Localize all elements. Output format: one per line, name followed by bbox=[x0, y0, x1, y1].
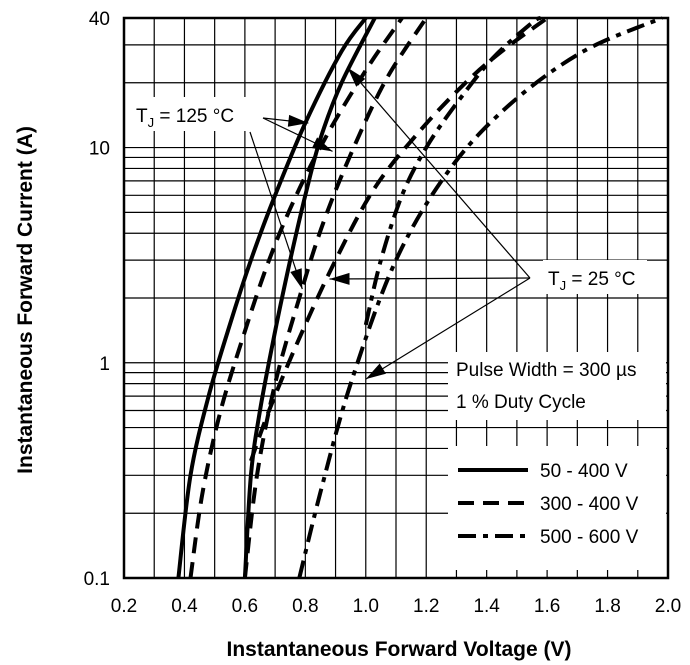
curve-solid bbox=[242, 17, 377, 579]
curve-dashed bbox=[249, 16, 549, 462]
legend-label: 50 - 400 V bbox=[540, 461, 628, 482]
curve-dash-dot bbox=[363, 16, 543, 326]
annotation-boxes bbox=[132, 97, 666, 570]
tj125-label: TJ = 125 °C bbox=[136, 106, 234, 130]
x-axis-ticks: 0.2 0.4 0.6 0.8 1.0 1.2 1.4 1.6 1.8 2.0 bbox=[111, 596, 681, 617]
x-tick-label: 1.4 bbox=[473, 596, 500, 617]
y-tick-label: 10 bbox=[89, 139, 110, 160]
tj125-arrow-3-head bbox=[290, 268, 303, 290]
curve-dashed bbox=[188, 16, 404, 579]
x-tick-label: 1.6 bbox=[534, 596, 560, 617]
tj125-arrow-3 bbox=[249, 131, 303, 290]
x-tick-label: 0.6 bbox=[232, 596, 258, 617]
tj25-label: TJ = 25 °C bbox=[548, 269, 636, 293]
curve-dashed bbox=[242, 16, 428, 579]
y-axis-ticks: 0.1 1 10 40 bbox=[84, 9, 110, 590]
tj25-arrow-1 bbox=[347, 67, 531, 279]
tj25-arrow-2-head bbox=[329, 272, 350, 285]
duty-cycle-label: 1 % Duty Cycle bbox=[456, 392, 586, 413]
x-tick-label: 1.8 bbox=[594, 596, 620, 617]
tj125-arrow-2-head bbox=[311, 137, 333, 152]
curve-dash-dot bbox=[297, 16, 663, 579]
y-tick-label: 0.1 bbox=[84, 569, 110, 590]
x-tick-label: 0.2 bbox=[111, 596, 137, 617]
pulse-width-label: Pulse Width = 300 µs bbox=[456, 360, 636, 381]
y-tick-label: 1 bbox=[99, 354, 110, 375]
legend-label: 300 - 400 V bbox=[540, 494, 639, 515]
x-axis-title: Instantaneous Forward Voltage (V) bbox=[227, 638, 572, 661]
tj25-label-box bbox=[543, 260, 647, 294]
curve-solid bbox=[176, 16, 368, 579]
arrows bbox=[249, 67, 531, 380]
x-tick-label: 1.0 bbox=[353, 596, 379, 617]
tj125-label-box bbox=[132, 97, 262, 131]
x-tick-label: 1.2 bbox=[413, 596, 439, 617]
y-axis-title: Instantaneous Forward Current (A) bbox=[14, 126, 37, 474]
legend-box bbox=[448, 446, 666, 570]
legend-label: 500 - 600 V bbox=[540, 527, 639, 548]
x-tick-label: 0.4 bbox=[171, 596, 198, 617]
x-tick-label: 2.0 bbox=[655, 596, 681, 617]
plot-frame bbox=[122, 16, 670, 580]
legend: 50 - 400 V 300 - 400 V 500 - 600 V bbox=[458, 461, 639, 548]
curves bbox=[176, 16, 663, 579]
tj25-arrow-2 bbox=[329, 277, 531, 280]
x-tick-label: 0.8 bbox=[292, 596, 318, 617]
tj125-arrow-1-head bbox=[287, 114, 309, 127]
tj25-arrow-3 bbox=[365, 277, 531, 380]
tj25-arrow-1-head bbox=[347, 67, 366, 87]
pulse-info-box bbox=[448, 352, 666, 420]
y-tick-label: 40 bbox=[89, 9, 110, 30]
tj25-arrow-3-head bbox=[365, 363, 386, 380]
